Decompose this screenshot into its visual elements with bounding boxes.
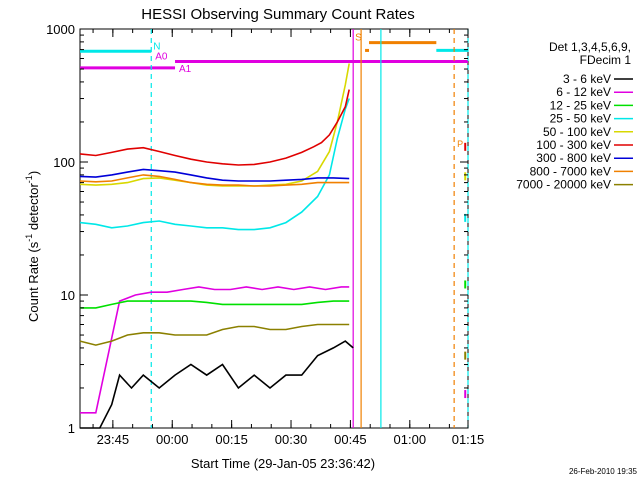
x-tick-label: 00:30: [275, 432, 308, 447]
series-lines: [79, 63, 467, 429]
footer-timestamp: 26-Feb-2010 19:35: [569, 467, 638, 476]
vertical-markers: P: [150, 29, 469, 428]
flag-label: N: [153, 41, 160, 52]
legend-entry-label: 50 - 100 keV: [543, 125, 611, 139]
y-tick-label: 100: [53, 155, 75, 170]
y-tick-label: 1000: [46, 22, 75, 37]
series-line: [80, 286, 350, 414]
y-tick-label: 10: [61, 288, 75, 303]
flag-label: S: [355, 33, 362, 44]
series-line: [79, 174, 350, 187]
x-tick-label: 00:00: [156, 432, 189, 447]
legend-header-2: FDecim 1: [580, 53, 632, 67]
series-line: [80, 340, 354, 429]
x-tick-label: 00:15: [215, 432, 248, 447]
flag-bars: NA0 A1 S: [80, 33, 468, 75]
x-tick-label: 00:45: [334, 432, 367, 447]
legend-entry-label: 300 - 800 keV: [536, 151, 611, 165]
series-line: [79, 63, 350, 187]
series-line: [79, 323, 350, 346]
legend-entry-label: 800 - 7000 keV: [530, 164, 611, 178]
legend-entry-label: 6 - 12 keV: [556, 85, 611, 99]
legend-entry-label: 3 - 6 keV: [563, 72, 611, 86]
legend-header-1: Det 1,3,4,5,6,9,: [549, 40, 631, 54]
axes: 1 10 100 1000 23:45 00:00 00:15 00:30 00:45 01:00…: [46, 22, 484, 447]
series-line: [79, 168, 350, 182]
x-tick-label: 01:15: [452, 432, 485, 447]
series-line: [79, 89, 350, 166]
y-axis-label: Count Rate (s-1 detector-1): [24, 171, 41, 322]
legend-entry-label: 25 - 50 keV: [550, 112, 611, 126]
series-line: [80, 300, 350, 309]
x-tick-label: 23:45: [97, 432, 130, 447]
x-tick-label: 01:00: [394, 432, 427, 447]
flag-label: A1: [179, 64, 192, 75]
legend-entry-label: 100 - 300 keV: [536, 138, 611, 152]
y-tick-label: 1: [68, 421, 75, 436]
chart-title: HESSI Observing Summary Count Rates: [141, 6, 414, 23]
legend-entry-label: 7000 - 20000 keV: [516, 178, 611, 192]
x-axis-label: Start Time (29-Jan-05 23:36:42): [191, 456, 375, 471]
orange-marker-label: P: [457, 139, 463, 149]
legend-entry-label: 12 - 25 keV: [550, 98, 611, 112]
flag-label: A0: [155, 51, 168, 62]
